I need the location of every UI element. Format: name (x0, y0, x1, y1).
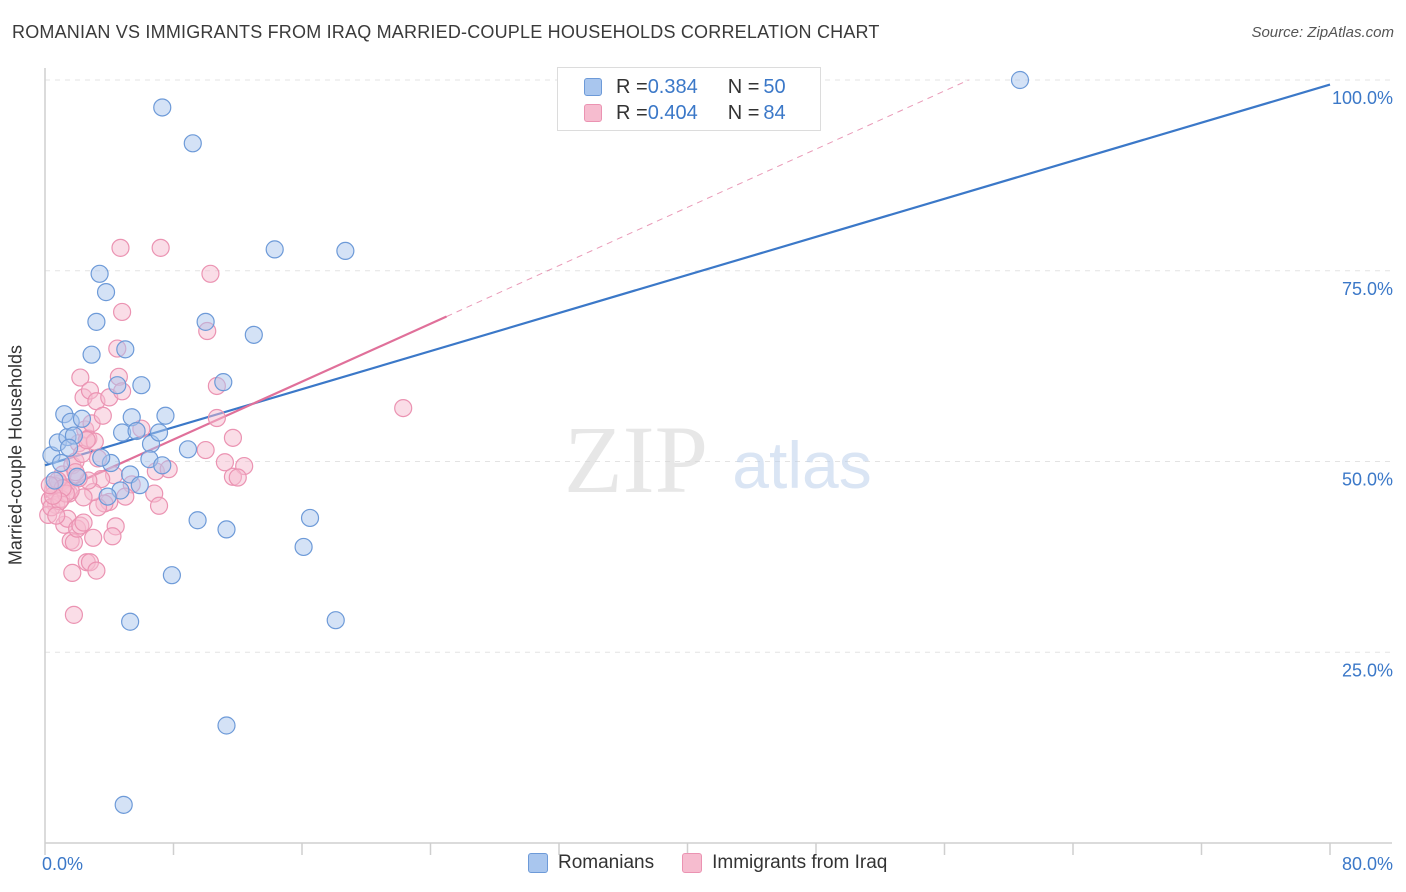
iraq-point (149, 496, 169, 515)
romanian-point (336, 241, 355, 261)
romanian-point (294, 537, 313, 557)
romanian-point (68, 467, 87, 486)
romanian-point (45, 471, 64, 490)
romanian-point (178, 440, 198, 459)
romanian-point (98, 487, 117, 506)
iraq-point (111, 238, 130, 257)
romanian-point (116, 340, 135, 359)
romanian-point (162, 566, 181, 585)
y-tick-label: 100.0% (1332, 88, 1393, 108)
y-tick-label: 50.0% (1342, 470, 1393, 490)
romanian-point (196, 312, 215, 331)
romanian-point (96, 283, 116, 302)
iraq-point (196, 440, 215, 460)
romanian-point (1010, 70, 1030, 90)
iraq-point (47, 506, 66, 525)
legend-item-iraq[interactable]: Immigrants from Iraq (682, 852, 887, 874)
romanian-point (132, 376, 151, 395)
iraq-point (93, 406, 112, 425)
romanian-point (149, 423, 169, 442)
romanian-point (153, 98, 172, 117)
legend-n-label: N = (727, 101, 760, 124)
x-tick-label: 80.0% (1342, 854, 1393, 874)
iraq-point (64, 605, 84, 624)
romanian-point (114, 795, 133, 814)
romanian-point (217, 520, 236, 539)
x-tick-label: 0.0% (42, 854, 83, 874)
romanian-point (108, 376, 127, 395)
romanian-point (82, 345, 101, 364)
legend-item-romanians[interactable]: Romanians (528, 852, 654, 874)
iraq-point (63, 563, 82, 582)
iraq-point (215, 453, 234, 472)
romanian-point (183, 134, 202, 153)
chart-title: ROMANIAN VS IMMIGRANTS FROM IRAQ MARRIED… (12, 22, 880, 42)
y-tick-label: 75.0% (1342, 279, 1393, 299)
legend-n-value: 84 (763, 101, 786, 124)
legend-n-label: N = (727, 75, 760, 98)
legend-label-romanians: Romanians (558, 852, 655, 873)
iraq-point (394, 398, 413, 418)
romanian-point (90, 264, 109, 283)
iraq-point (74, 513, 93, 532)
romanian-point (156, 406, 175, 425)
romanian-point (127, 421, 146, 441)
romanian-point (59, 438, 79, 457)
tick-labels: 100.0% 75.0% 50.0% 25.0% 0.0% 80.0% (42, 88, 1393, 874)
watermark-zip: ZIP (564, 406, 708, 513)
watermark-atlas: atlas (732, 428, 871, 502)
legend-r-label: R = (616, 75, 648, 98)
romanian-point (188, 511, 207, 530)
romanian-point (121, 612, 140, 631)
iraq-swatch (682, 853, 703, 873)
romanian-point (51, 453, 71, 473)
series-iraq-points (39, 238, 413, 624)
romanian-point (72, 409, 92, 428)
romanian-point (300, 508, 320, 528)
romanian-point (217, 716, 236, 735)
iraq-point (103, 527, 122, 546)
watermark: ZIP atlas (564, 406, 872, 513)
romanian-point (326, 611, 345, 630)
iraq-trend-dashed (446, 79, 969, 317)
series-romanians-points (42, 70, 1030, 814)
iraq-point (223, 428, 243, 447)
legend-label-iraq: Immigrants from Iraq (712, 852, 888, 873)
stats-legend: R = 0.384 N = 50 R = 0.404 N = 84 (557, 67, 821, 131)
romanian-point (153, 456, 172, 475)
iraq-point (87, 561, 106, 580)
iraq-point (71, 368, 90, 387)
romanians-swatch (584, 78, 602, 96)
iraq-swatch (584, 104, 602, 122)
romanian-point (130, 476, 149, 495)
iraq-point (207, 408, 226, 428)
legend-row-iraq: R = 0.404 N = 84 (584, 101, 786, 125)
y-tick-label: 25.0% (1342, 660, 1393, 680)
legend-r-value: 0.404 (647, 101, 698, 124)
grid-lines (45, 79, 1392, 653)
iraq-point (112, 302, 132, 322)
source-label: Source: ZipAtlas.com (1251, 24, 1394, 41)
romanian-point (87, 312, 106, 331)
series-legend: Romanians Immigrants from Iraq (528, 852, 915, 874)
romanian-point (244, 325, 263, 344)
legend-row-romanians: R = 0.384 N = 50 (584, 75, 786, 99)
romanians-swatch (528, 853, 548, 873)
iraq-point (151, 238, 170, 257)
romanian-point (265, 240, 284, 259)
legend-r-label: R = (616, 101, 648, 124)
romanian-point (214, 373, 233, 392)
iraq-point (228, 468, 247, 487)
legend-r-value: 0.384 (647, 75, 698, 98)
romanian-point (92, 448, 111, 467)
legend-n-value: 50 (763, 75, 786, 98)
y-axis-label: Married-couple Households (5, 344, 26, 566)
iraq-point (84, 528, 103, 547)
iraq-point (201, 264, 220, 283)
